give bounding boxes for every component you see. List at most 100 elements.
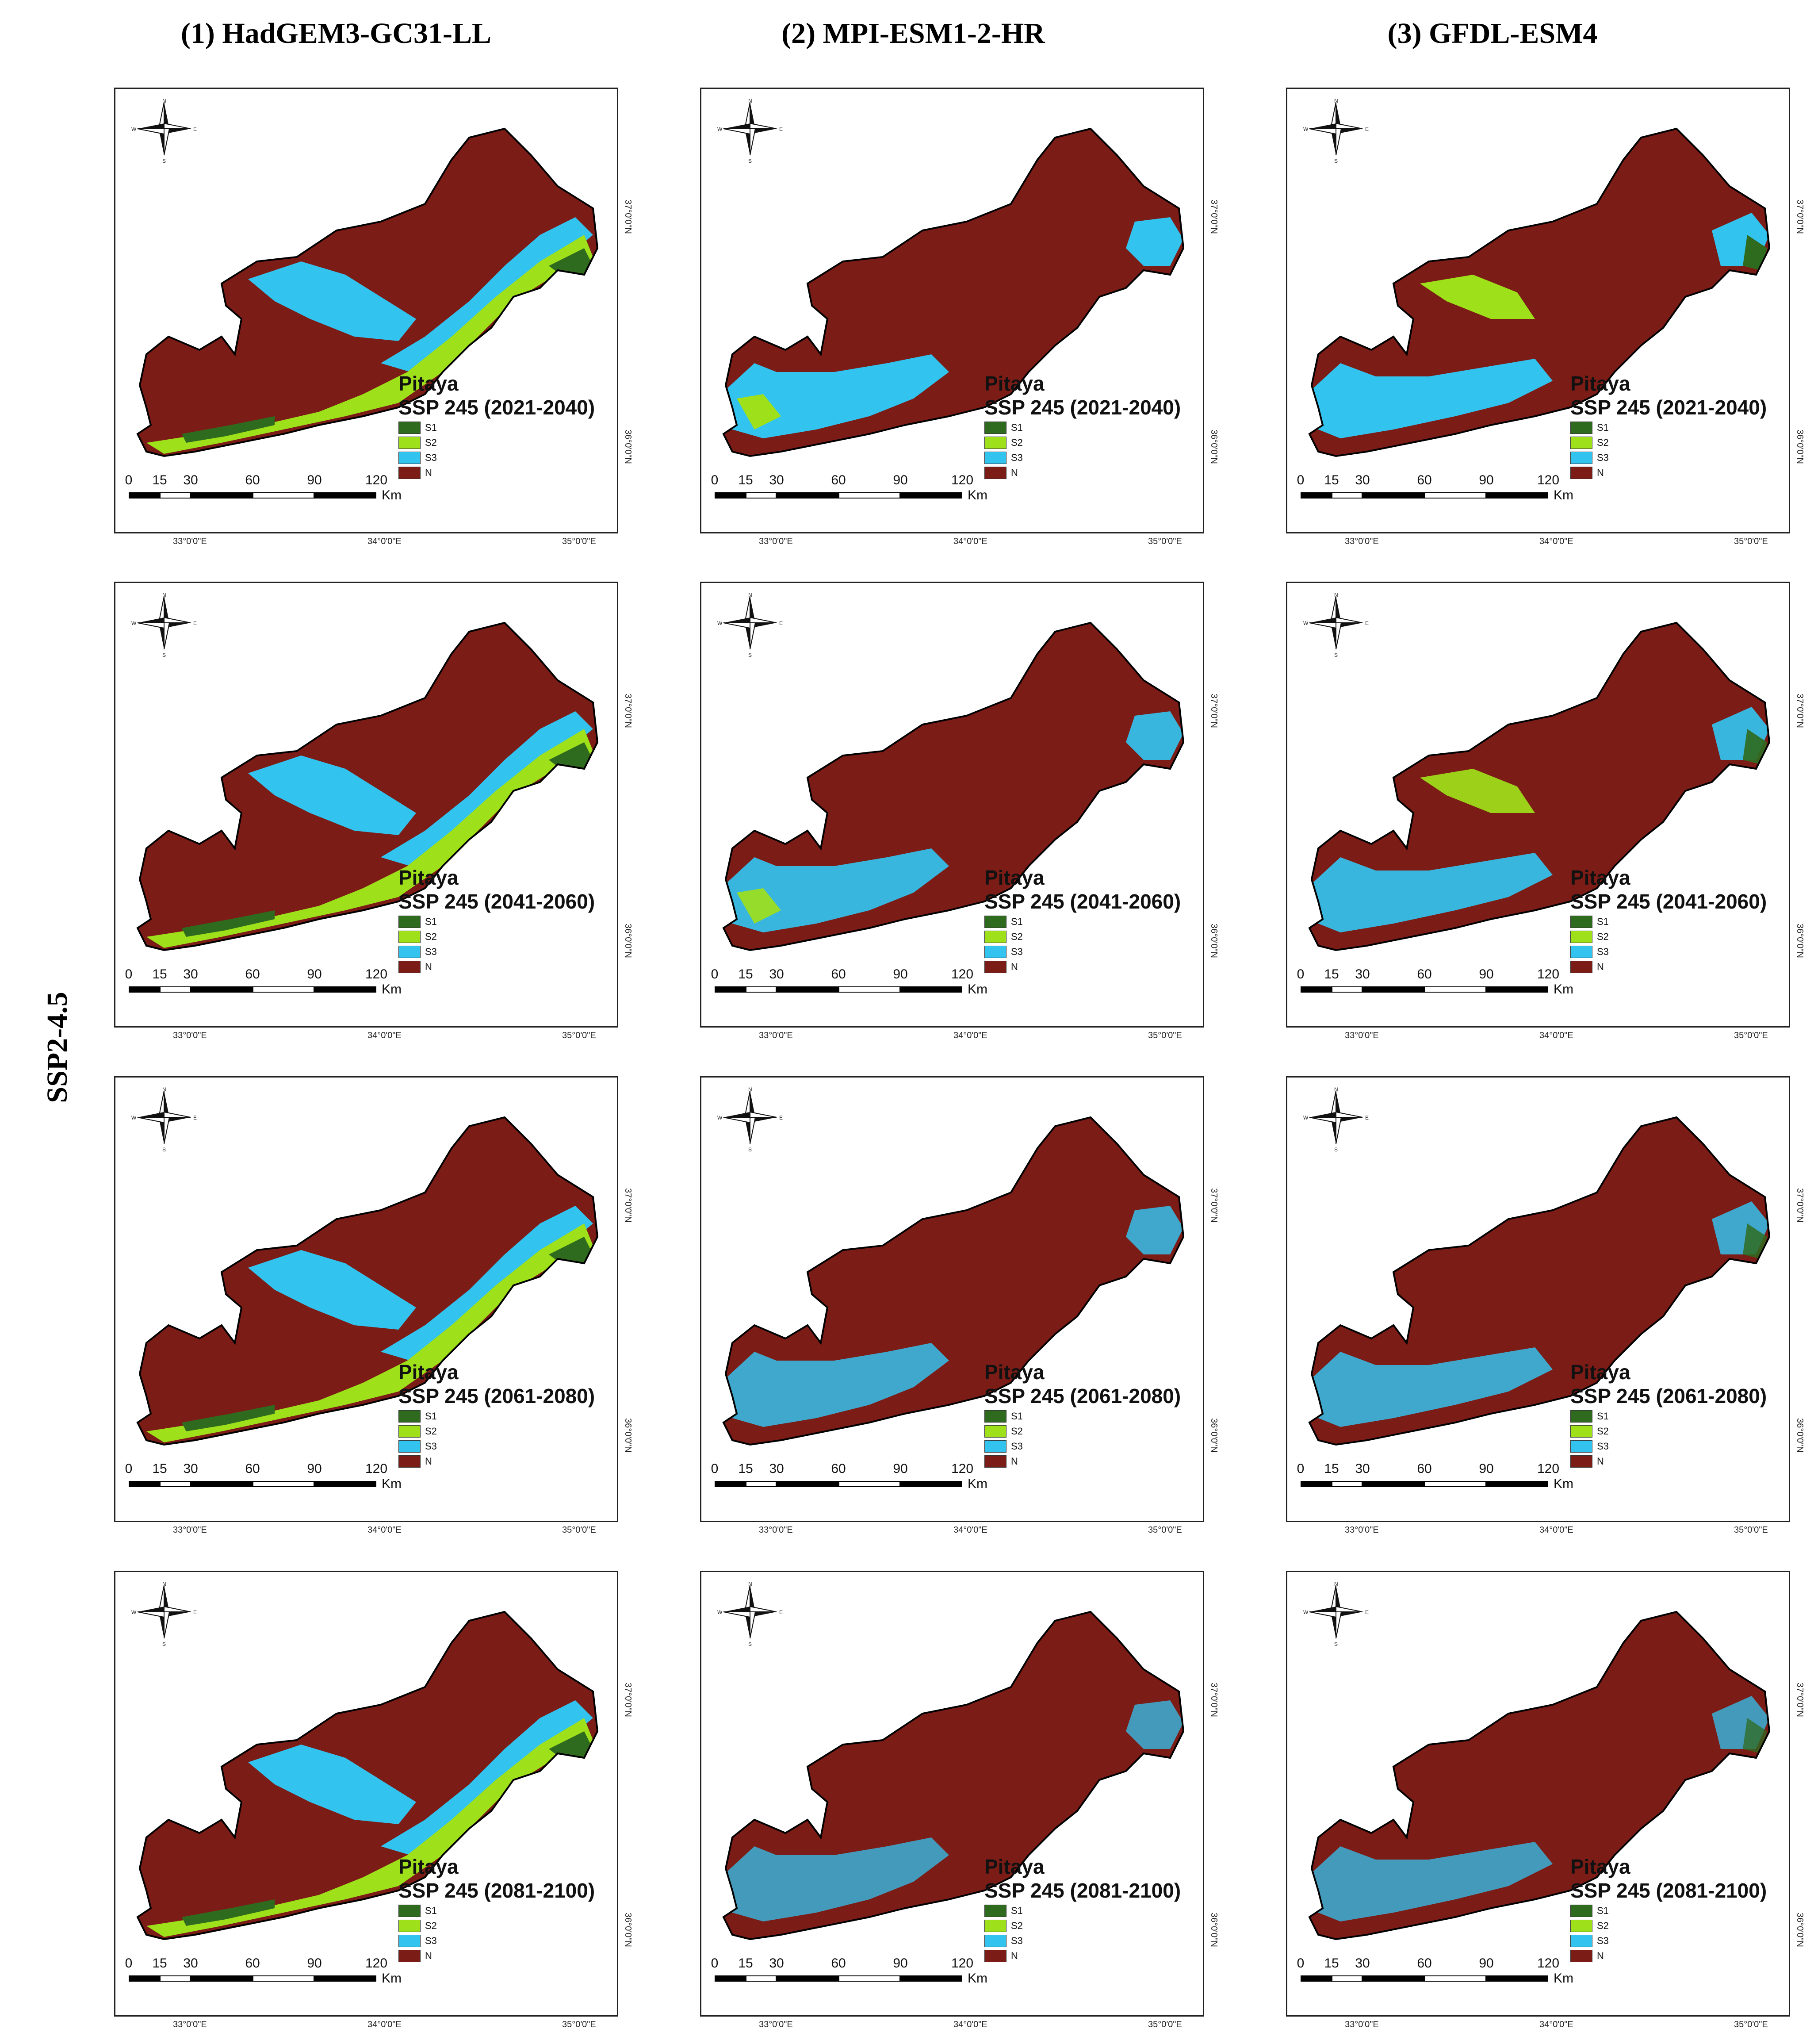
- scale-segment: [314, 986, 376, 993]
- legend-swatch: [398, 437, 421, 449]
- longitude-label: 34°0'0"E: [953, 537, 987, 546]
- compass-direction: W: [1303, 126, 1309, 132]
- legend-label: S2: [1011, 1426, 1023, 1437]
- compass-direction: S: [162, 1147, 166, 1153]
- map-legend: Pitaya SSP 245 (2081-2100) S1 S2 S3 N: [1570, 1855, 1787, 1963]
- compass-direction: N: [1334, 1086, 1338, 1093]
- map-legend: Pitaya SSP 245 (2041-2060) S1 S2 S3 N: [984, 866, 1201, 974]
- longitude-label: 34°0'0"E: [367, 537, 402, 546]
- compass-direction: W: [1303, 1115, 1309, 1121]
- scale-tick: 15: [152, 1461, 167, 1476]
- scale-tick: 90: [893, 1956, 908, 1971]
- scale-bar: 0 15 30 60 90 120 Km: [710, 1956, 993, 1987]
- legend-item: S3: [398, 1439, 615, 1453]
- zone-s3: [726, 1837, 949, 1921]
- scale-segment: [160, 986, 191, 993]
- legend-swatch: [984, 1440, 1007, 1453]
- scale-tick: 15: [152, 473, 167, 487]
- legend-label: S1: [1597, 1905, 1609, 1916]
- legend-label: S1: [1597, 916, 1609, 927]
- compass-direction: N: [748, 1581, 752, 1587]
- longitude-label: 35°0'0"E: [1148, 537, 1182, 546]
- latitude-label: 36°0'0"N: [1209, 430, 1219, 464]
- column-title-2: (2) MPI-ESM1-2-HR: [781, 17, 1045, 50]
- legend-item: S2: [1570, 436, 1787, 450]
- compass-direction: S: [162, 158, 166, 164]
- scale-segment: [746, 492, 777, 499]
- column-title-3: (3) GFDL-ESM4: [1387, 17, 1598, 50]
- longitude-label: 33°0'0"E: [759, 1031, 793, 1040]
- map-panel: N E S W Pitaya SSP 245 (2041-2060) S1 S2 S3 N 0 15 3…: [114, 582, 633, 1040]
- scale-tick: 0: [125, 1461, 133, 1476]
- zone-s1: [182, 416, 275, 443]
- legend-swatch: [984, 422, 1007, 434]
- scale-tick: 30: [183, 967, 198, 982]
- legend-item: N: [398, 466, 615, 480]
- legend-swatch: [984, 1410, 1007, 1423]
- suitability-map: [723, 102, 1184, 457]
- zone-s1: [182, 910, 275, 937]
- scale-tick: 120: [1537, 1461, 1560, 1476]
- legend-swatch: [984, 961, 1007, 973]
- longitude-label: 33°0'0"E: [759, 537, 793, 546]
- legend-swatch: [398, 961, 421, 973]
- scale-tick: 90: [307, 1956, 322, 1971]
- legend-crop-name: Pitaya: [984, 372, 1045, 395]
- legend-item: S3: [1570, 1439, 1787, 1453]
- scale-unit: Km: [1554, 1971, 1573, 1986]
- zone-s3: [381, 1700, 593, 1860]
- longitude-label: 34°0'0"E: [953, 2020, 987, 2029]
- zone-s1: [1743, 1223, 1767, 1259]
- compass-direction: E: [193, 1609, 197, 1615]
- compass-direction: N: [162, 592, 166, 598]
- suitability-map: [137, 1090, 598, 1446]
- longitude-label: 34°0'0"E: [1539, 537, 1573, 546]
- scale-segment: [191, 492, 253, 499]
- legend-swatch: [984, 467, 1007, 479]
- legend-item: S2: [398, 436, 615, 450]
- map-panel: N E S W Pitaya SSP 245 (2061-2080) S1 S2 S3 N 0 15 3…: [1286, 1076, 1805, 1535]
- legend-crop-name: Pitaya: [984, 866, 1045, 889]
- legend-item: S3: [984, 1934, 1201, 1948]
- longitude-label: 34°0'0"E: [953, 1031, 987, 1040]
- legend-crop-name: Pitaya: [398, 1361, 459, 1384]
- longitude-label: 33°0'0"E: [1345, 1525, 1379, 1535]
- legend-label: S1: [425, 1411, 437, 1422]
- compass-direction: S: [162, 652, 166, 658]
- compass-direction: S: [1334, 652, 1338, 658]
- longitude-label: 34°0'0"E: [1539, 1525, 1573, 1535]
- compass-direction: N: [748, 1086, 752, 1093]
- legend-period: SSP 245 (2061-2080): [398, 1384, 595, 1407]
- scale-segment: [900, 1481, 962, 1487]
- scale-tick: 60: [1417, 967, 1432, 982]
- legend-label: S1: [1597, 1411, 1609, 1422]
- scale-segment: [129, 1975, 160, 1982]
- scale-tick: 60: [831, 1461, 846, 1476]
- legend-swatch: [398, 931, 421, 943]
- scale-segment: [1301, 492, 1332, 499]
- longitude-label: 35°0'0"E: [1734, 1031, 1768, 1040]
- scale-tick: 15: [1324, 967, 1339, 982]
- scale-segment: [777, 1481, 838, 1487]
- suitability-map: [1309, 596, 1770, 951]
- compass-direction: N: [162, 1086, 166, 1093]
- legend-swatch: [984, 1425, 1007, 1438]
- scale-tick: 90: [1479, 473, 1494, 487]
- scale-tick: 60: [1417, 473, 1432, 487]
- scale-segment: [191, 986, 253, 993]
- legend-label: S2: [425, 1920, 437, 1931]
- latitude-label: 36°0'0"N: [623, 924, 633, 958]
- zone-s2: [737, 888, 781, 924]
- compass-direction: E: [779, 1115, 783, 1121]
- scale-tick: 30: [769, 967, 784, 982]
- map-legend: Pitaya SSP 245 (2021-2040) S1 S2 S3 N: [984, 372, 1201, 480]
- scale-bar: 0 15 30 60 90 120 Km: [124, 967, 407, 998]
- legend-item: S3: [1570, 451, 1787, 465]
- scale-segment: [1486, 986, 1548, 993]
- legend-label: S3: [1597, 1441, 1609, 1452]
- scale-bar: 0 15 30 60 90 120 Km: [1296, 473, 1579, 504]
- legend-label: S2: [1011, 437, 1023, 448]
- scale-tick: 0: [125, 1956, 133, 1971]
- longitude-label: 35°0'0"E: [562, 1525, 596, 1535]
- zone-s1: [182, 1899, 275, 1926]
